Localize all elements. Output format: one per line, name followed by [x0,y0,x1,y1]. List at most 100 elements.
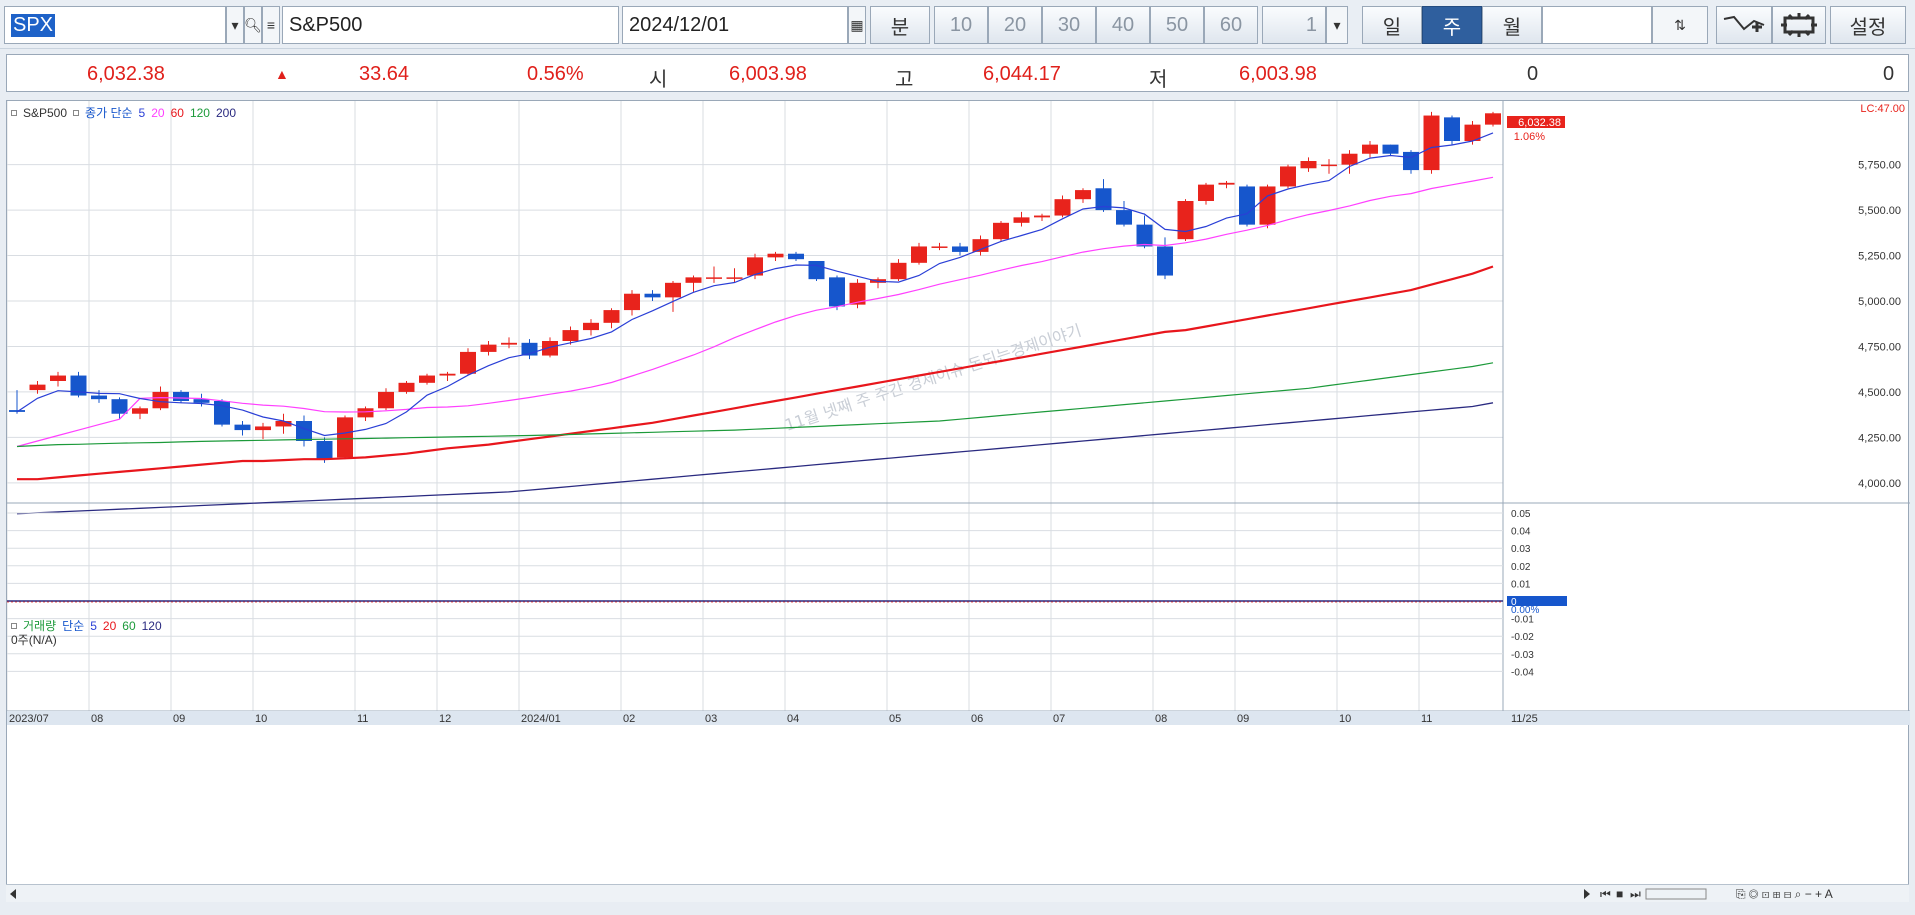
time-tick-label: 2024/01 [521,713,561,725]
symbol-code-input[interactable]: SPX [4,6,226,44]
volume-legend-title: 거래량 [23,619,57,633]
price-tick-label: 4,250.00 [1858,432,1901,444]
low-label: 저 [1149,69,1168,91]
horizontal-scrollbar[interactable]: ⏮ ■ ⏭ ⎘ ◎ ⊡ ⊞ ⊟ ⌕ − + A [6,884,1909,902]
volume-tick-label: 0.02 [1511,562,1531,573]
time-tick-label: 04 [787,713,799,725]
volume-tick-label: -0.03 [1511,650,1534,661]
interval-60-button[interactable]: 60 [1204,6,1258,44]
scroll-end-icon: ⏭ [1630,887,1641,901]
time-tick-label: 06 [971,713,983,725]
period-spin-icon[interactable]: ⇅ [1652,6,1708,44]
interval-10-button[interactable]: 10 [934,6,988,44]
candle-body [439,373,456,376]
time-tick-label: 03 [705,713,717,725]
up-arrow-icon: ▲ [275,66,289,82]
candle-body [501,342,517,345]
candle-body [1013,217,1030,223]
chart-svg[interactable]: 11월 넷째 주 주간 경제이슈 돈되는경제이야기 5,750.00 5,500.0… [7,101,1910,901]
count-dropdown-icon[interactable]: ▾ [1326,6,1348,44]
chart-area[interactable]: 11월 넷째 주 주간 경제이슈 돈되는경제이야기 5,750.00 5,500.0… [6,100,1910,901]
time-tick-label: 09 [173,713,185,725]
date-input[interactable]: 2024/12/01 [622,6,848,44]
stop-icon: ■ [1616,887,1623,901]
volume-legend-ma20: 20 [102,618,117,633]
candle-body [1300,161,1317,169]
price-tick-label: 4,500.00 [1858,387,1901,399]
time-tick-label: 07 [1053,713,1065,725]
candle-body [234,424,251,431]
candle-body [1075,190,1091,200]
dropdown-arrow-icon[interactable]: ▾ [226,6,244,44]
calendar-icon[interactable]: ▦ [848,6,866,44]
month-button[interactable]: 월 [1482,6,1542,44]
code-list-icon[interactable]: ≡ [262,6,280,44]
candle-body [1321,164,1337,167]
count-stepper[interactable]: 1 [1262,6,1326,44]
add-indicator-icon[interactable] [1716,6,1772,44]
candle-body [665,282,681,298]
candle-body [419,375,435,383]
candle-body [1095,188,1112,211]
candle-body [255,426,271,431]
candle-body [1464,124,1481,141]
candle-body [726,277,743,279]
candle-body [603,310,620,323]
interval-50-button[interactable]: 50 [1150,6,1204,44]
interval-20-button[interactable]: 20 [988,6,1042,44]
gear-icon[interactable] [1772,6,1826,44]
candle-body [1485,113,1501,125]
extra-value: 0 [1883,63,1895,85]
period-input[interactable] [1542,6,1652,44]
symbol-name-field[interactable]: S&P500 [282,6,619,44]
toolbar: SPX ▾ 🔍︎ ≡ S&P500 2024/12/01 ▦ 분 10 20 3… [0,0,1915,49]
candle-body [829,277,845,307]
candle-body [1157,246,1173,276]
quote-bar: 6,032.38 ▲ 33.64 0.56% 시 6,003.98 고 6,04… [6,54,1909,92]
candle-body [173,391,189,401]
candle-body [152,391,169,409]
candle-body [1444,117,1460,141]
open-value: 6,003.98 [729,63,807,85]
candle-body [1116,210,1132,225]
candle-body [972,239,989,252]
candle-body [398,382,415,392]
ma5-line [16,132,1494,437]
candle-body [808,261,825,280]
time-tick-label: 10 [1339,713,1351,725]
symbol-name-text: S&P500 [289,13,363,36]
day-button[interactable]: 일 [1362,6,1422,44]
lc-label: LC:47.00 [1860,103,1905,115]
settings-button[interactable]: 설정 [1830,6,1906,44]
legend-ma200: 200 [215,105,237,120]
time-tick-label: 08 [1155,713,1167,725]
ma60-line [17,265,1494,481]
volume-sub-label: 0주(N/A) [11,633,57,647]
ma200-line [16,402,1494,515]
change-pct-value: 0.56% [527,63,584,85]
candle-body [993,222,1009,240]
candle-body [931,246,948,248]
search-icon[interactable]: 🔍︎ [244,6,262,44]
candle-body [747,257,763,276]
range-slider [1645,888,1707,900]
legend-ma5: 5 [138,105,146,120]
ma120-line [16,362,1494,448]
candle-body [952,246,968,252]
candle-body [193,399,210,403]
open-label: 시 [649,69,668,91]
candle-body [91,395,107,400]
interval-40-button[interactable]: 40 [1096,6,1150,44]
minute-button[interactable]: 분 [870,6,930,44]
candle-body [562,330,579,341]
candle-body [685,277,702,283]
legend-type: 종가 단순 [85,106,133,120]
volume-zero-tag [1507,596,1567,606]
time-tick-label: 2023/07 [9,713,49,725]
candle-body [1423,115,1440,171]
time-tick-label: 12 [439,713,451,725]
week-button[interactable]: 주 [1422,6,1482,44]
volume-value: 0 [1527,63,1539,85]
interval-30-button[interactable]: 30 [1042,6,1096,44]
volume-legend-ma120: 120 [141,618,162,633]
